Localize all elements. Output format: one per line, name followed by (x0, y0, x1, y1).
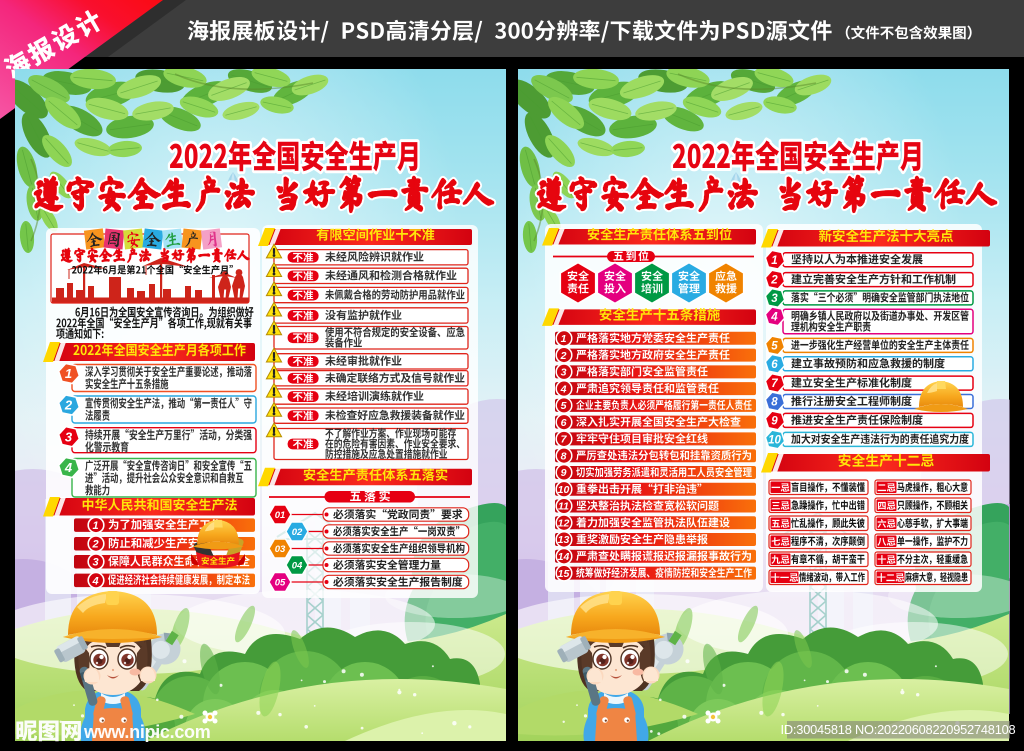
svg-text:3: 3 (561, 367, 567, 379)
svg-text:2: 2 (560, 350, 567, 362)
svg-text:1: 1 (92, 520, 98, 532)
svg-text:03: 03 (275, 544, 286, 555)
svg-text:3: 3 (65, 429, 73, 444)
svg-text:01: 01 (275, 510, 286, 521)
svg-text:4: 4 (64, 460, 73, 475)
svg-text:02: 02 (292, 527, 303, 538)
svg-text:2: 2 (64, 398, 73, 413)
svg-text:ID:30045818 NO:202206082209527: ID:30045818 NO:20220608220952748108 (781, 722, 1016, 737)
svg-text:2: 2 (770, 275, 778, 287)
svg-text:5: 5 (771, 341, 778, 353)
svg-text:7: 7 (771, 378, 778, 390)
svg-text:05: 05 (275, 577, 286, 588)
svg-text:1: 1 (65, 366, 72, 381)
svg-text:4: 4 (770, 311, 778, 323)
svg-text:2: 2 (91, 539, 98, 551)
svg-text:9: 9 (771, 416, 778, 428)
svg-text:12: 12 (558, 517, 570, 529)
svg-text:6: 6 (561, 417, 567, 429)
svg-text:04: 04 (292, 560, 303, 571)
svg-text:15: 15 (558, 568, 570, 580)
svg-text:3: 3 (92, 557, 98, 569)
svg-text:4: 4 (91, 575, 98, 587)
svg-text:3: 3 (771, 293, 778, 305)
svg-text:10: 10 (768, 435, 781, 447)
svg-text:6: 6 (771, 359, 778, 371)
svg-text:7: 7 (561, 434, 568, 446)
svg-text:1: 1 (561, 333, 567, 345)
svg-text:4: 4 (560, 383, 567, 395)
svg-text:14: 14 (558, 551, 570, 563)
svg-text:9: 9 (561, 467, 567, 479)
svg-text:5: 5 (561, 400, 567, 412)
svg-text:13: 13 (558, 534, 570, 546)
svg-text:8: 8 (561, 450, 567, 462)
svg-text:10: 10 (558, 484, 570, 496)
svg-text:1: 1 (771, 255, 777, 267)
svg-text:8: 8 (771, 397, 778, 409)
svg-text:www.nipic.com: www.nipic.com (83, 722, 210, 742)
svg-text:11: 11 (558, 501, 569, 513)
